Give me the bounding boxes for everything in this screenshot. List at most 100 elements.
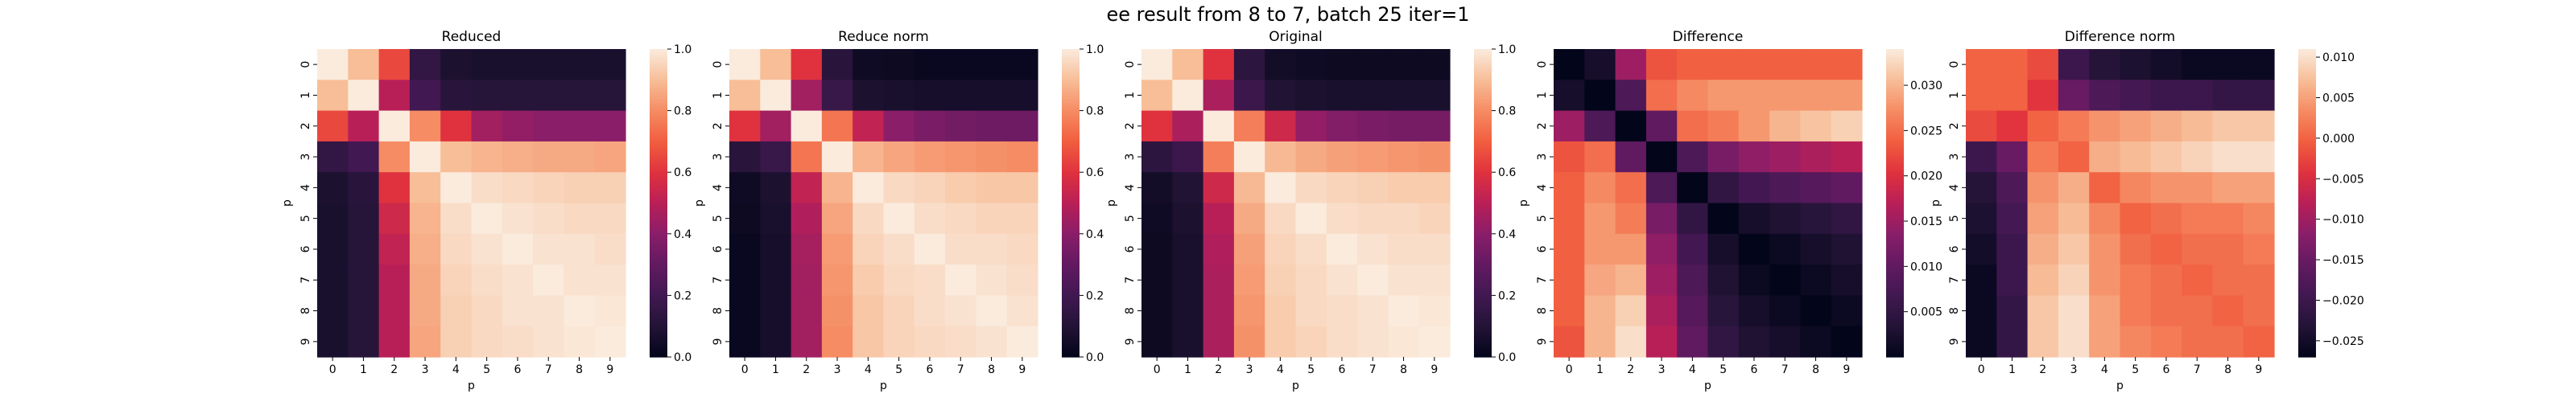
x-tick-label: 8 — [2224, 363, 2231, 376]
x-tick-label: 3 — [2070, 363, 2078, 376]
colorbar-segment — [1062, 80, 1080, 84]
colorbar-tick-label: 0.005 — [1910, 306, 1942, 319]
colorbar-segment — [2298, 274, 2316, 278]
colorbar-segment — [2298, 105, 2316, 109]
heatmap-cell — [1388, 110, 1420, 142]
heatmap-cell — [348, 80, 380, 112]
heatmap-cell — [821, 141, 853, 173]
colorbar-segment — [2298, 61, 2316, 65]
colorbar-segment — [1062, 241, 1080, 245]
heatmap-cell — [1645, 295, 1678, 327]
colorbar-segment — [1886, 231, 1904, 235]
colorbar-segment — [1474, 190, 1492, 194]
colorbar-segment — [650, 166, 667, 170]
colorbar-segment — [1062, 334, 1080, 338]
colorbar-segment — [650, 344, 667, 347]
colorbar-segment — [1886, 218, 1904, 222]
colorbar-segment — [2298, 236, 2316, 240]
colorbar-segment — [650, 336, 667, 340]
colorbar-segment — [2298, 287, 2316, 291]
heatmap-cell — [2243, 203, 2275, 235]
colorbar-segment — [650, 72, 667, 76]
colorbar-segment — [1886, 256, 1904, 260]
colorbar-segment — [650, 213, 667, 217]
heatmap-cell — [945, 233, 976, 265]
heatmap-cell — [883, 295, 915, 327]
colorbar-segment — [1062, 138, 1080, 142]
colorbar-segment — [2298, 215, 2316, 219]
heatmap-cell — [1996, 110, 2029, 142]
heatmap-cell — [1645, 326, 1678, 358]
colorbar-segment — [1886, 195, 1904, 199]
colorbar-segment — [650, 259, 667, 263]
colorbar-segment — [650, 67, 667, 71]
heatmap-cell — [1172, 49, 1204, 80]
heatmap-cell — [1006, 110, 1038, 142]
colorbar-segment — [1886, 241, 1904, 245]
heatmap-cell — [1388, 49, 1420, 80]
colorbar-segment — [1886, 318, 1904, 322]
colorbar-tick-label: 0.4 — [1086, 228, 1104, 241]
heatmap-cell — [883, 326, 915, 358]
heatmap-cell — [1707, 326, 1740, 358]
colorbar-segment — [1062, 315, 1080, 319]
x-tick-label: 5 — [1719, 363, 1727, 376]
colorbar-segment — [650, 51, 667, 55]
colorbar-segment — [1886, 92, 1904, 96]
colorbar-segment — [2298, 295, 2316, 299]
y-tick-label: 3 — [299, 154, 312, 161]
colorbar-segment — [650, 151, 667, 155]
heatmap-cell — [1831, 141, 1863, 173]
heatmap-cell — [914, 110, 946, 142]
heatmap-cell — [1006, 265, 1038, 296]
colorbar-segment — [2298, 233, 2316, 237]
heatmap-cell — [533, 265, 564, 296]
colorbar-segment — [1474, 318, 1492, 322]
heatmap-cell — [317, 265, 349, 296]
heatmap-cell — [1357, 49, 1389, 80]
colorbar-segment — [1474, 302, 1492, 306]
heatmap-cell — [1357, 326, 1389, 358]
heatmap-cell — [1357, 295, 1389, 327]
heatmap-cell — [1233, 172, 1265, 204]
heatmap-cell — [1831, 49, 1863, 80]
colorbar-segment — [1474, 90, 1492, 93]
colorbar-segment — [1474, 265, 1492, 268]
heatmap-cell — [471, 326, 503, 358]
colorbar-segment — [1886, 154, 1904, 158]
colorbar-segment — [650, 265, 667, 268]
colorbar-segment — [1886, 138, 1904, 142]
y-tick-label: 5 — [1124, 215, 1137, 222]
colorbar-segment — [1886, 344, 1904, 347]
colorbar-segment — [1886, 293, 1904, 296]
colorbar-segment — [1474, 97, 1492, 101]
colorbar-segment — [2298, 84, 2316, 88]
colorbar-segment — [1886, 77, 1904, 80]
colorbar-segment — [2298, 259, 2316, 263]
y-tick-label: 6 — [1948, 245, 1961, 252]
colorbar-segment — [650, 224, 667, 227]
colorbar-segment — [2298, 59, 2316, 63]
colorbar-segment — [1886, 306, 1904, 309]
heatmap-cell — [1615, 80, 1647, 112]
colorbar-segment — [1886, 354, 1904, 358]
colorbar-segment — [1474, 267, 1492, 271]
heatmap-cell — [1326, 80, 1358, 112]
x-tick-label: 0 — [741, 363, 749, 376]
heatmap-cell — [729, 295, 761, 327]
heatmap-cell — [1388, 265, 1420, 296]
heatmap-cell — [1203, 110, 1235, 142]
heatmap-cell — [1141, 265, 1173, 296]
heatmap-cell — [1295, 141, 1327, 173]
heatmap-cell — [976, 295, 1008, 327]
y-tick-label: 3 — [1536, 154, 1549, 161]
heatmap-cell — [945, 110, 976, 142]
heatmap-cell — [502, 203, 534, 235]
heatmap-cell — [821, 80, 853, 112]
colorbar-tick-label: 0.0 — [1498, 351, 1516, 364]
colorbar-segment — [1886, 233, 1904, 237]
heatmap-cell — [409, 172, 441, 204]
colorbar-segment — [1886, 115, 1904, 119]
colorbar-segment — [2298, 248, 2316, 252]
colorbar-segment — [1886, 133, 1904, 137]
